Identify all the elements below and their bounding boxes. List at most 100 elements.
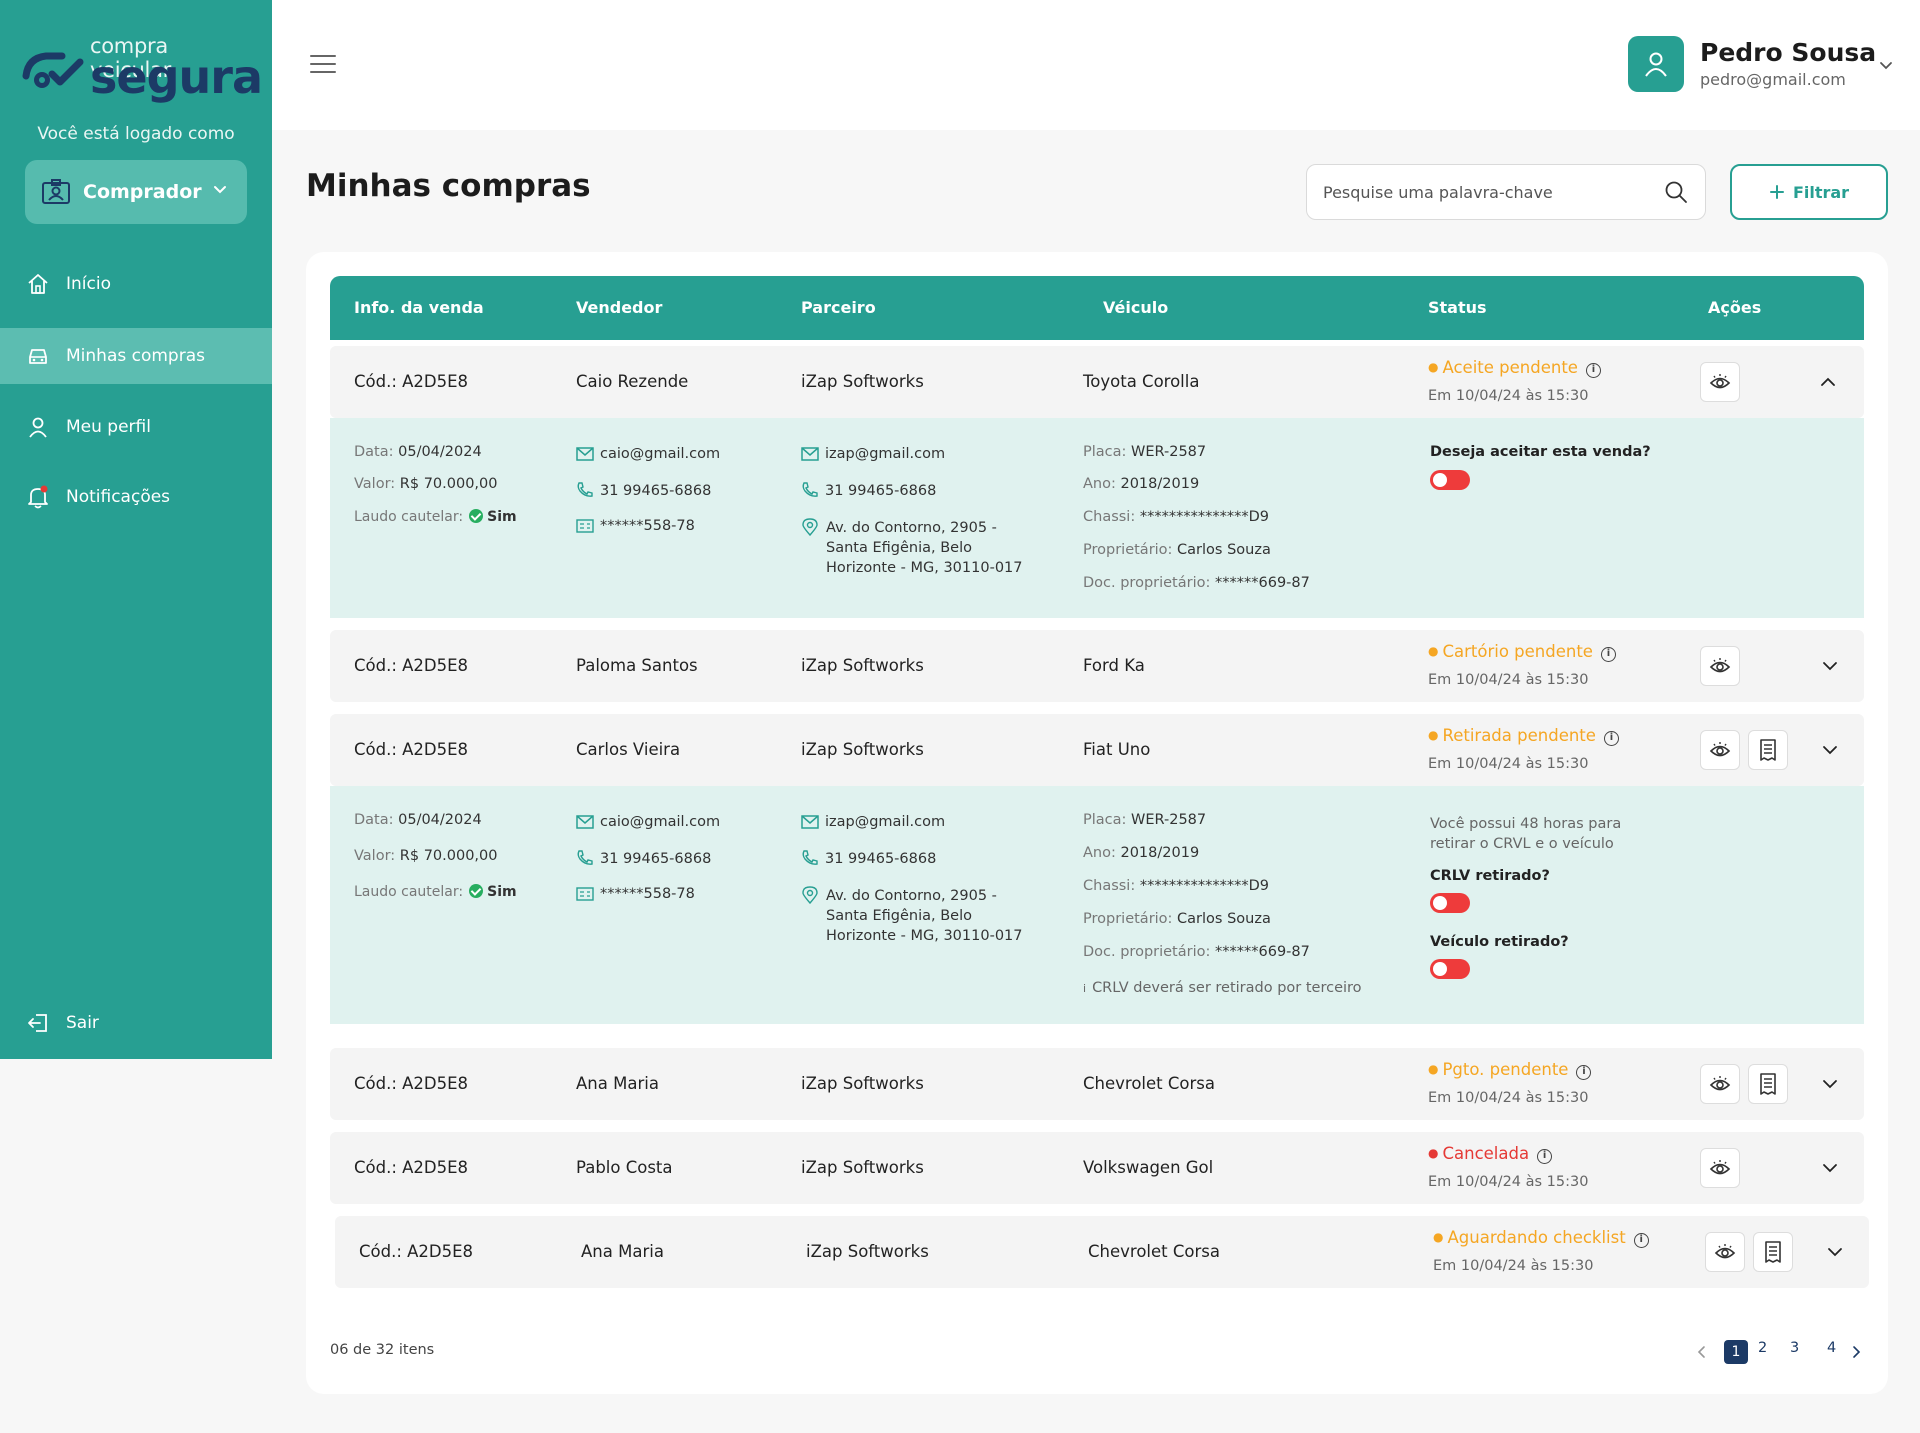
- mail-icon: [801, 815, 819, 829]
- chevron-down-icon[interactable]: [1820, 740, 1840, 760]
- eye-icon: [1709, 374, 1731, 389]
- partner-name: iZap Softworks: [801, 372, 924, 391]
- brand-line1: compra veicular: [90, 34, 171, 82]
- id-badge-icon: [42, 179, 70, 204]
- chevron-down-icon[interactable]: [1820, 656, 1840, 676]
- logout-button[interactable]: Sair: [0, 995, 272, 1051]
- sidebar-item-label: Minhas compras: [66, 346, 205, 366]
- page-1-button[interactable]: 1: [1724, 1340, 1748, 1364]
- table-row[interactable]: Cód.: A2D5E8 Ana Maria iZap Softworks Ch…: [335, 1216, 1869, 1288]
- sale-code: Cód.: A2D5E8: [354, 1158, 469, 1177]
- vehicle-owner-doc: Doc. proprietário: ******669-87: [1083, 575, 1310, 591]
- receipt-button[interactable]: [1748, 730, 1788, 770]
- chevron-up-icon[interactable]: [1818, 372, 1838, 392]
- info-icon[interactable]: i: [1603, 731, 1619, 746]
- sidebar-item-label: Meu perfil: [66, 417, 151, 437]
- vehicle-chassis: Chassi: ***************D9: [1083, 878, 1269, 894]
- phone-icon: [577, 850, 593, 865]
- seller-email: caio@gmail.com: [576, 814, 720, 830]
- chevron-right-icon[interactable]: [1848, 1344, 1864, 1360]
- vehicle-pickup-toggle[interactable]: [1430, 959, 1470, 979]
- view-button[interactable]: [1700, 1064, 1740, 1104]
- table-row[interactable]: Cód.: A2D5E8 Carlos Vieira iZap Softwork…: [330, 714, 1864, 786]
- phone-icon: [802, 850, 818, 865]
- vehicle-owner: Proprietário: Carlos Souza: [1083, 911, 1271, 927]
- sale-code: Cód.: A2D5E8: [359, 1242, 474, 1261]
- filter-button[interactable]: Filtrar: [1730, 164, 1888, 220]
- avatar[interactable]: [1628, 36, 1684, 92]
- accept-sale-toggle[interactable]: [1430, 470, 1470, 490]
- table-row[interactable]: Cód.: A2D5E8 Paloma Santos iZap Softwork…: [330, 630, 1864, 702]
- partner-name: iZap Softworks: [801, 740, 924, 759]
- logout-label: Sair: [66, 1013, 99, 1033]
- header-status: Status: [1428, 298, 1487, 317]
- crlv-toggle[interactable]: [1430, 893, 1470, 913]
- brand-logo[interactable]: compra veicular segura: [22, 34, 263, 104]
- chevron-left-icon[interactable]: [1694, 1344, 1710, 1360]
- info-icon[interactable]: i: [1633, 1233, 1649, 1248]
- pagination-info: 06 de 32 itens: [330, 1342, 435, 1358]
- hamburger-menu-icon[interactable]: [310, 54, 336, 74]
- status-text: Aguardando checklist: [1447, 1228, 1626, 1247]
- page-title: Minhas compras: [306, 168, 591, 204]
- seller-name: Carlos Vieira: [576, 740, 681, 759]
- home-icon: [26, 272, 50, 296]
- chevron-down-icon[interactable]: [1877, 56, 1895, 74]
- chevron-down-icon[interactable]: [1820, 1158, 1840, 1178]
- receipt-button[interactable]: [1753, 1232, 1793, 1272]
- search-icon[interactable]: [1664, 180, 1688, 204]
- table-row[interactable]: Cód.: A2D5E8 Ana Maria iZap Softworks Ch…: [330, 1048, 1864, 1120]
- sale-detail-panel: Data: 05/04/2024 Valor: R$ 70.000,00 Lau…: [330, 786, 1864, 1024]
- seller-name: Pablo Costa: [576, 1158, 673, 1177]
- view-button[interactable]: [1700, 730, 1740, 770]
- info-icon[interactable]: i: [1576, 1065, 1592, 1080]
- bell-icon: [26, 485, 50, 509]
- mail-icon: [801, 447, 819, 461]
- vehicle-name: Toyota Corolla: [1083, 372, 1200, 391]
- view-button[interactable]: [1700, 1148, 1740, 1188]
- table-row[interactable]: Cód.: A2D5E8 Pablo Costa iZap Softworks …: [330, 1132, 1864, 1204]
- sidebar: compra veicular segura Você está logado …: [0, 0, 272, 1059]
- status-badge: ● Cancelada i: [1428, 1144, 1553, 1164]
- logout-icon: [26, 1011, 50, 1035]
- page-3-button[interactable]: 3: [1790, 1340, 1800, 1356]
- header-vehicle: Véiculo: [1103, 298, 1169, 317]
- status-text: Cancelada: [1442, 1144, 1530, 1163]
- status-badge: ● Aguardando checklist i: [1433, 1228, 1649, 1248]
- partner-email: izap@gmail.com: [801, 814, 945, 830]
- chevron-down-icon[interactable]: [1825, 1242, 1845, 1262]
- mail-icon: [576, 447, 594, 461]
- accept-sale-question: Deseja aceitar esta venda?: [1430, 444, 1651, 460]
- receipt-button[interactable]: [1748, 1064, 1788, 1104]
- status-date: Em 10/04/24 às 15:30: [1428, 388, 1589, 404]
- search-input[interactable]: [1306, 164, 1706, 220]
- pickup-notice: Você possui 48 horas para retirar o CRVL …: [1430, 816, 1622, 852]
- info-icon[interactable]: i: [1585, 363, 1601, 378]
- table-row[interactable]: Cód.: A2D5E8 Caio Rezende iZap Softworks…: [330, 346, 1864, 418]
- status-text: Aceite pendente: [1442, 358, 1578, 377]
- id-card-icon: [576, 887, 594, 901]
- page-4-button[interactable]: 4: [1827, 1340, 1837, 1356]
- sale-code: Cód.: A2D5E8: [354, 656, 469, 675]
- role-selector[interactable]: Comprador: [25, 160, 247, 224]
- view-button[interactable]: [1700, 362, 1740, 402]
- view-button[interactable]: [1705, 1232, 1745, 1272]
- phone-icon: [577, 482, 593, 497]
- user-name: Pedro Sousa: [1700, 38, 1877, 67]
- sidebar-item-meu-perfil[interactable]: Meu perfil: [0, 399, 272, 455]
- user-email: pedro@gmail.com: [1700, 70, 1846, 89]
- info-icon[interactable]: i: [1537, 1149, 1553, 1164]
- seller-name: Ana Maria: [581, 1242, 664, 1261]
- sidebar-item-inicio[interactable]: Início: [0, 256, 272, 312]
- partner-email: izap@gmail.com: [801, 446, 945, 462]
- page-2-button[interactable]: 2: [1758, 1340, 1768, 1356]
- vehicle-owner: Proprietário: Carlos Souza: [1083, 542, 1271, 558]
- status-badge: ● Aceite pendente i: [1428, 358, 1601, 378]
- chevron-down-icon[interactable]: [1820, 1074, 1840, 1094]
- sale-detail-panel: Data: 05/04/2024 Valor: R$ 70.000,00 Lau…: [330, 418, 1864, 618]
- sidebar-item-minhas-compras[interactable]: Minhas compras: [0, 328, 272, 384]
- sidebar-item-notificacoes[interactable]: Notificações: [0, 469, 272, 525]
- detail-value: Valor: R$ 70.000,00: [354, 848, 498, 864]
- view-button[interactable]: [1700, 646, 1740, 686]
- info-icon[interactable]: i: [1600, 647, 1616, 662]
